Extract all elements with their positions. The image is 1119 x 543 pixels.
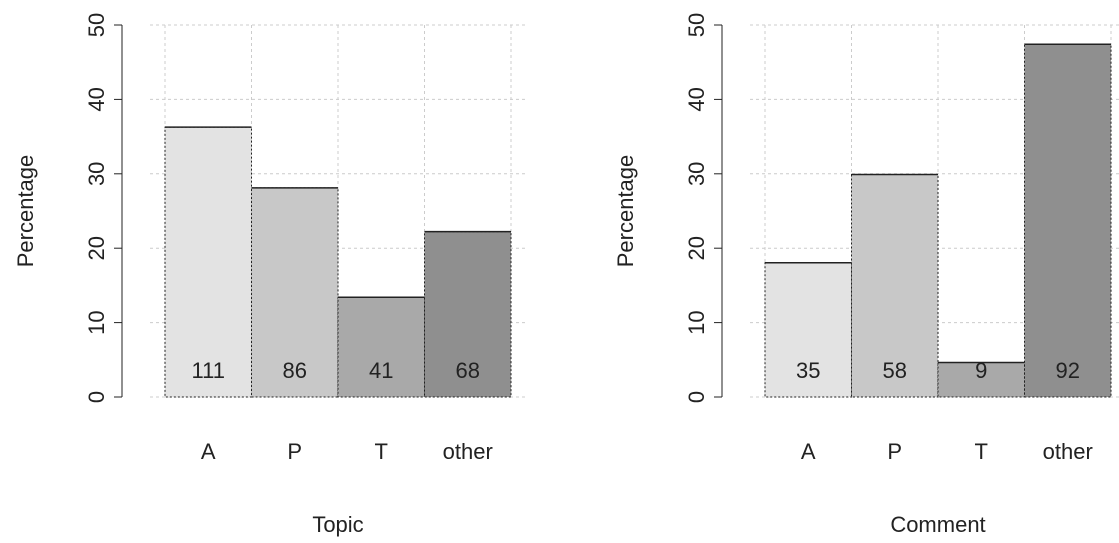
x-tick-label: P xyxy=(287,439,302,464)
bar xyxy=(251,187,339,398)
y-tick-label: 0 xyxy=(84,391,109,403)
bar xyxy=(1024,43,1112,398)
count-label: 68 xyxy=(456,358,480,383)
y-tick-label: 0 xyxy=(684,391,709,403)
y-axis-label: Percentage xyxy=(13,155,38,268)
bar xyxy=(851,174,939,398)
x-axis-label: Comment xyxy=(890,512,985,537)
x-tick-label: other xyxy=(443,439,493,464)
x-tick-label: other xyxy=(1043,439,1093,464)
x-tick-label: A xyxy=(201,439,216,464)
y-tick-label: 10 xyxy=(684,310,709,334)
count-label: 9 xyxy=(975,358,987,383)
x-axis-label: Topic xyxy=(312,512,363,537)
y-tick-label: 50 xyxy=(684,13,709,37)
y-tick-label: 30 xyxy=(84,162,109,186)
y-tick-label: 20 xyxy=(84,236,109,260)
count-label: 111 xyxy=(192,358,225,383)
y-tick-label: 40 xyxy=(684,87,709,111)
count-label: 35 xyxy=(796,358,820,383)
count-label: 92 xyxy=(1056,358,1080,383)
count-label: 58 xyxy=(883,358,907,383)
count-label: 41 xyxy=(369,358,393,383)
x-tick-label: P xyxy=(887,439,902,464)
bar xyxy=(164,126,252,398)
count-label: 86 xyxy=(283,358,307,383)
x-tick-label: T xyxy=(975,439,988,464)
bar xyxy=(937,361,1025,398)
y-tick-label: 10 xyxy=(84,310,109,334)
y-tick-label: 40 xyxy=(84,87,109,111)
y-tick-label: 50 xyxy=(84,13,109,37)
x-tick-label: A xyxy=(801,439,816,464)
y-tick-label: 30 xyxy=(684,162,709,186)
bar xyxy=(424,231,512,398)
bar xyxy=(764,262,852,398)
y-tick-label: 20 xyxy=(684,236,709,260)
y-axis-label: Percentage xyxy=(613,155,638,268)
x-tick-label: T xyxy=(375,439,388,464)
